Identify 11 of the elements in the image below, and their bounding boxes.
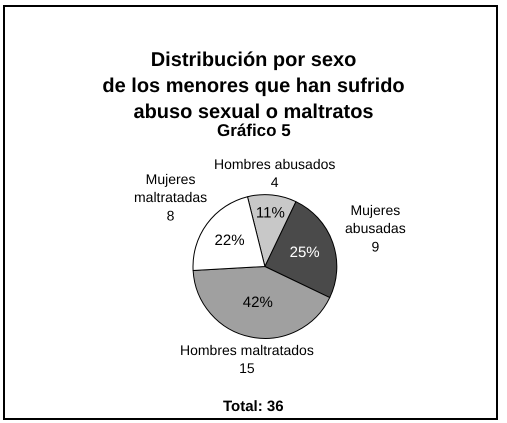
slice-label: Hombres abusados 4 (214, 156, 336, 190)
data-label: 42% (242, 294, 273, 311)
slice-label: Mujeres abusadas 9 (345, 202, 406, 254)
data-label: 11% (256, 204, 285, 222)
data-label: 25% (290, 244, 320, 261)
chart-title: Distribución por sexo de los menores que han sufrido abuso sexual o maltratos (102, 49, 405, 123)
slice-label: Hombres maltratados 15 (180, 342, 314, 376)
text: Total: 36 (223, 398, 284, 415)
data-label: 22% (214, 232, 245, 249)
slice-label: Mujeres maltratadas 8 (134, 171, 208, 224)
chart-subtitle: Gráfico 5 (217, 121, 291, 140)
